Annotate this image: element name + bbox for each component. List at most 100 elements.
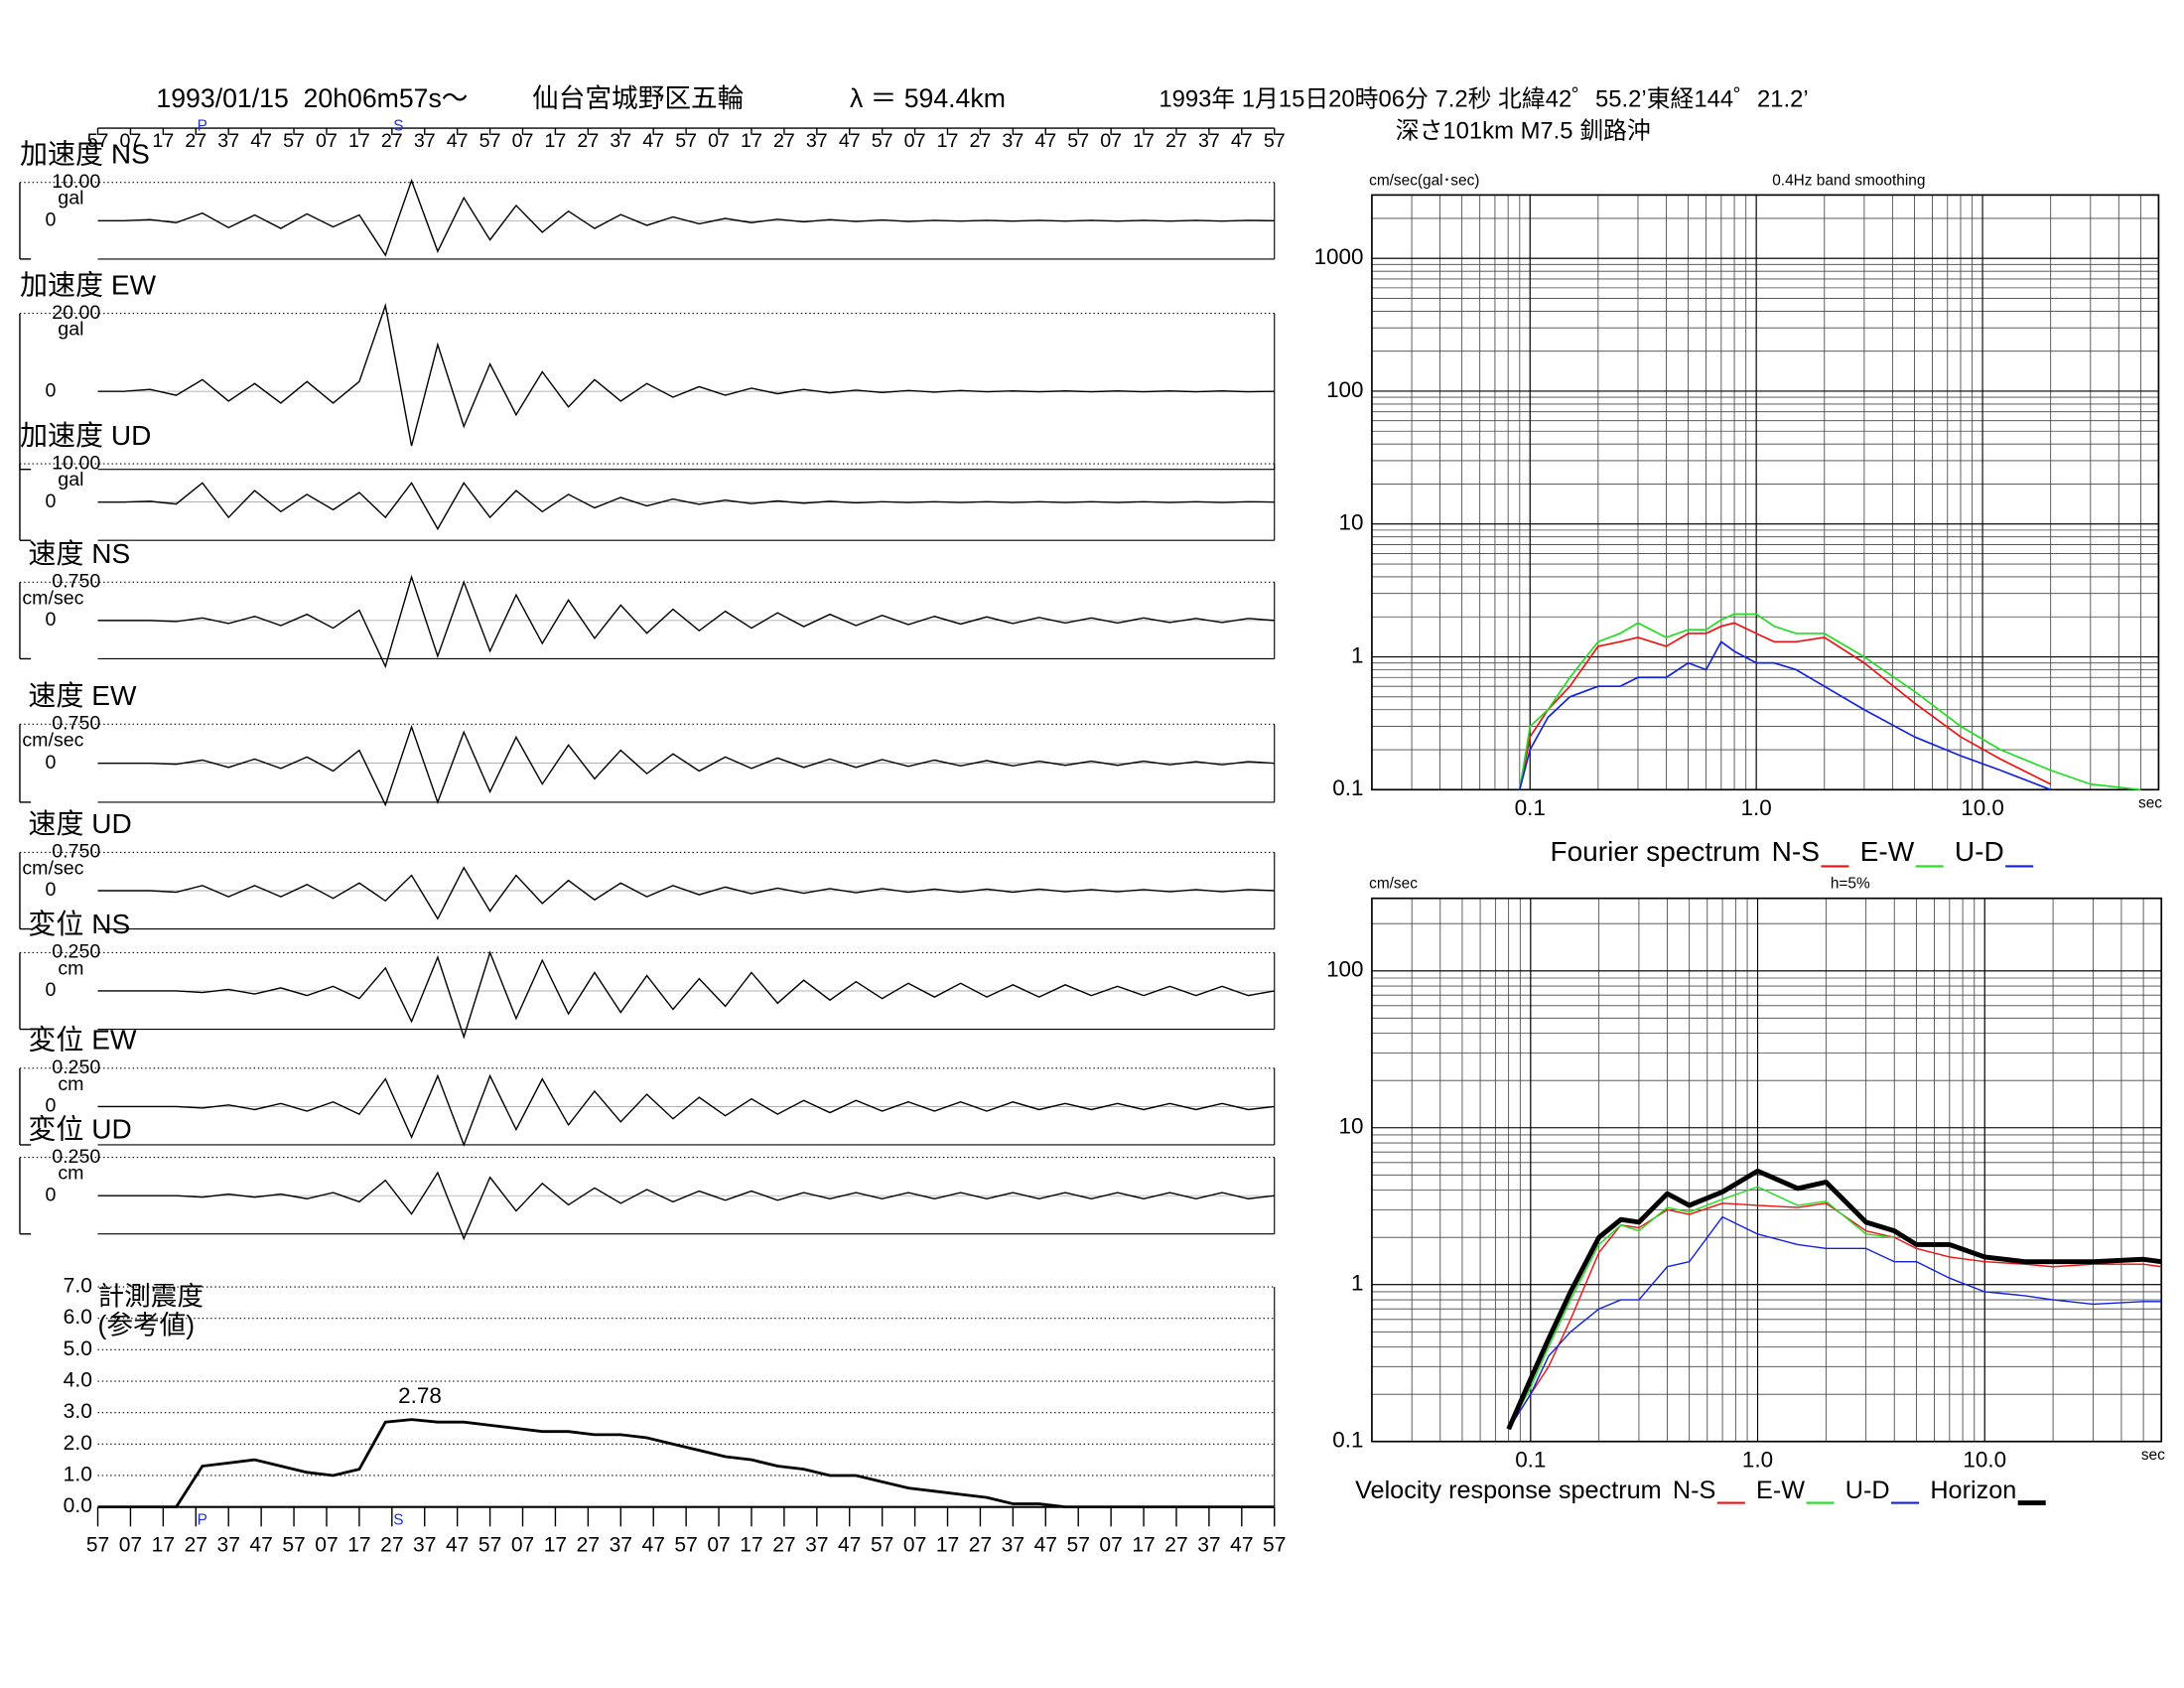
x-tick-label: 57 xyxy=(871,1533,893,1556)
x-tick-label: 17 xyxy=(740,1533,762,1556)
x-tick-label: 57 xyxy=(479,130,501,152)
y-tick-label: 10.00 xyxy=(52,171,100,193)
chart-title: 計測震度 xyxy=(98,1281,205,1311)
plot-frame xyxy=(1371,194,2160,791)
y-tick-label: 0.250 xyxy=(52,1056,100,1078)
unit-label: cm/sec xyxy=(22,729,83,751)
y-tick-label: 0 xyxy=(46,491,57,512)
y-tick-label: 5.0 xyxy=(64,1337,92,1360)
x-tick-label: 17 xyxy=(1133,130,1155,152)
y-tick-label: 0 xyxy=(46,1184,57,1205)
y-tick-label: 20.00 xyxy=(52,302,100,324)
x-tick-label: 17 xyxy=(348,130,370,152)
x-tick-label: 17 xyxy=(152,1533,175,1556)
y-tick-label: 0 xyxy=(46,609,57,631)
waveform xyxy=(97,482,1275,531)
y-tick-label: 0.1 xyxy=(1332,1428,1363,1453)
y-tick-label: 3.0 xyxy=(64,1400,92,1423)
x-tick-label: 1.0 xyxy=(1741,795,1772,820)
datetime: 1993/01/15 20h06m57s〜 xyxy=(156,83,468,113)
y-tick-label: 1.0 xyxy=(64,1464,92,1486)
y-tick-label: 0 xyxy=(46,210,57,231)
distance: λ ＝ 594.4km xyxy=(850,83,1006,113)
x-tick-label: 27 xyxy=(380,1533,403,1556)
x-tick-label: 37 xyxy=(1198,130,1220,152)
legend-label: N-S xyxy=(1772,836,1820,867)
x-tick-label: 0.1 xyxy=(1515,795,1546,820)
y-tick-label: 0.0 xyxy=(64,1494,92,1517)
y-tick-label: 7.0 xyxy=(64,1275,92,1298)
y-tick-label: 1 xyxy=(1351,1271,1363,1296)
x-tick-label: 47 xyxy=(642,130,664,152)
unit-label: gal xyxy=(58,319,83,341)
x-tick-label: 07 xyxy=(120,130,142,152)
x-tick-label: 17 xyxy=(741,130,762,152)
x-tick-label: 57 xyxy=(674,1533,697,1556)
x-tick-label: 17 xyxy=(1132,1533,1155,1556)
spectrum-line xyxy=(1506,1168,2162,1431)
waveform xyxy=(97,1073,1275,1147)
x-tick-label: 47 xyxy=(446,1533,469,1556)
x-tick-label: 10.0 xyxy=(1963,1447,2006,1472)
x-tick-label: 17 xyxy=(347,1533,370,1556)
y-tick-label: 10 xyxy=(1339,1114,1364,1139)
x-tick-label: 47 xyxy=(1230,1533,1253,1556)
x-tick-label: 57 xyxy=(282,1533,305,1556)
x-tick-label: 07 xyxy=(1100,130,1122,152)
phase-marker: S xyxy=(393,118,403,135)
x-tick-label: 57 xyxy=(872,130,893,152)
x-tick-label: 07 xyxy=(511,1533,534,1556)
x-tick-label: 07 xyxy=(707,1533,730,1556)
waveform xyxy=(97,302,1275,447)
x-tick-label: 47 xyxy=(447,130,469,152)
x-tick-label: 07 xyxy=(904,130,926,152)
waveform xyxy=(97,724,1275,807)
x-tick-label: 17 xyxy=(937,130,959,152)
x-tick-label: 27 xyxy=(772,1533,795,1556)
x-tick-label: 37 xyxy=(806,130,828,152)
legend-label: U-D xyxy=(1845,1477,1890,1504)
unit-label: gal xyxy=(58,469,83,491)
x-tick-label: 17 xyxy=(936,1533,959,1556)
x-tick-label: 57 xyxy=(1264,130,1286,152)
y-tick-label: 0 xyxy=(46,379,57,401)
x-tick-label: 57 xyxy=(86,1533,109,1556)
peak-label: 2.78 xyxy=(398,1383,442,1408)
unit-label: cm/sec xyxy=(22,857,83,879)
x-tick-label: 37 xyxy=(1197,1533,1220,1556)
x-tick-label: 47 xyxy=(1034,1533,1057,1556)
trace-name: 速度 NS xyxy=(28,538,130,569)
x-tick-label: 07 xyxy=(903,1533,926,1556)
trace-name: 変位 UD xyxy=(28,1113,131,1144)
x-tick-label: 37 xyxy=(414,130,436,152)
trace-name: 変位 NS xyxy=(28,909,130,939)
x-tick-label: 27 xyxy=(185,1533,207,1556)
x-tick-label: 37 xyxy=(610,130,631,152)
trace-name: 加速度 NS xyxy=(20,139,150,170)
y-tick-label: 0.250 xyxy=(52,941,100,963)
y-axis-label: cm/sec xyxy=(1369,876,1418,893)
x-tick-label: 27 xyxy=(969,1533,992,1556)
spectrum-line xyxy=(1518,613,2141,791)
x-tick-label: 47 xyxy=(838,1533,861,1556)
legend-label: E-W xyxy=(1860,836,1915,867)
unit-label: cm/sec xyxy=(22,587,83,609)
x-tick-label: 17 xyxy=(545,130,567,152)
x-tick-label: 27 xyxy=(970,130,992,152)
x-tick-label: 57 xyxy=(87,130,109,152)
station: 仙台宮城野区五輪 xyxy=(532,83,744,113)
x-tick-label: 37 xyxy=(413,1533,436,1556)
legend-title: Velocity response spectrum xyxy=(1355,1477,1662,1504)
spectrum-line xyxy=(1508,1202,2162,1430)
y-tick-label: 1 xyxy=(1351,642,1363,667)
x-tick-label: 37 xyxy=(1002,1533,1024,1556)
y-tick-label: 0 xyxy=(46,879,57,901)
x-tick-label: 17 xyxy=(544,1533,567,1556)
spectrum-line xyxy=(1508,1186,1895,1430)
x-tick-label: 27 xyxy=(1164,1533,1187,1556)
y-tick-label: 0.750 xyxy=(52,713,100,735)
waveform xyxy=(97,574,1275,669)
x-tick-label: 47 xyxy=(642,1533,665,1556)
y-tick-label: 6.0 xyxy=(64,1306,92,1329)
